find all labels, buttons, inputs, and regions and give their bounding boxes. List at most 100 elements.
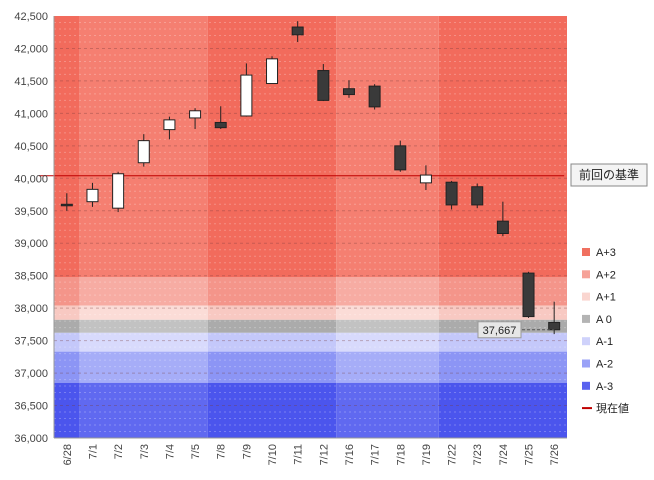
zone-band-Aminus1 (207, 332, 337, 352)
x-tick-label: 7/2 (113, 444, 125, 459)
zone-band-Aminus1 (438, 332, 567, 352)
legend-swatch (582, 292, 590, 301)
y-tick-label: 37,500 (14, 336, 48, 348)
x-tick-label: 7/25 (524, 444, 536, 465)
y-tick-label: 42,500 (14, 11, 48, 23)
y-tick-label: 38,000 (14, 303, 48, 315)
legend-label: A 0 (596, 314, 612, 326)
gridlines (54, 21, 567, 433)
zone-band-Aminus2 (54, 351, 80, 383)
candle-body (189, 110, 202, 119)
zone-band-Aplus2 (438, 276, 567, 306)
zone-band-Aplus2 (336, 276, 439, 306)
candle (445, 180, 458, 210)
zone-band-A0 (207, 319, 337, 333)
x-tick-label: 7/12 (318, 444, 330, 465)
x-tick-label: 7/10 (267, 444, 279, 465)
y-tick-label: 37,000 (14, 368, 48, 380)
legend-item: A 0 (582, 314, 612, 326)
candle-body (548, 321, 561, 331)
zone-band-Aminus3 (207, 382, 337, 438)
current-value-box (477, 321, 522, 339)
candle (471, 183, 484, 209)
zone-band-Aplus1 (79, 305, 208, 320)
x-tick-label: 7/11 (293, 444, 305, 465)
candle (317, 64, 330, 102)
legend-item: A-3 (582, 381, 613, 393)
x-tick-label: 7/23 (472, 444, 484, 465)
candle (240, 63, 253, 117)
y-tick-label: 36,000 (14, 433, 48, 445)
legend-item: 現在値 (582, 402, 629, 415)
candle (189, 108, 202, 129)
y-axis: 36,000 36,500 37,000 37,500 38,000 38,500 39,0… (14, 11, 55, 445)
zone-band-Aminus3 (54, 382, 80, 438)
y-tick-label: 38,500 (14, 271, 48, 283)
y-tick-label: 36,500 (14, 401, 48, 413)
candle-body (291, 26, 304, 36)
candle-body (163, 119, 176, 131)
candle (137, 134, 150, 167)
legend-label: A+3 (596, 247, 616, 259)
zone-band-A0 (336, 319, 439, 333)
candle-body (214, 121, 227, 129)
candle-body (471, 186, 484, 206)
x-tick-label: 7/26 (549, 444, 561, 465)
zone-band-Aplus1 (336, 305, 439, 320)
x-tick-label: 7/22 (447, 444, 459, 465)
x-tick-label: 7/17 (370, 444, 382, 465)
legend-swatch (582, 270, 590, 279)
x-tick-label: 7/8 (216, 444, 228, 459)
zone-band-Aplus1 (438, 305, 567, 320)
x-tick-label: 7/19 (421, 444, 433, 465)
x-tick-label: 7/4 (164, 444, 176, 459)
reference-label-box (570, 163, 648, 187)
legend-item: A+1 (582, 292, 616, 304)
y-tick-label: 42,000 (14, 43, 48, 55)
zone-band-A0 (79, 319, 208, 333)
candle (60, 193, 73, 211)
candles (60, 21, 561, 335)
legend-swatch (582, 248, 590, 256)
candle (342, 80, 355, 98)
legend-swatch (582, 337, 590, 346)
legend: A+3 A+2 A+1 A 0 A-1 A-2 A-3 現在値 (582, 247, 629, 415)
current-value-label: 37,667 (483, 325, 517, 337)
zone-band-Aplus3 (438, 16, 567, 277)
zone-band-Aminus3 (336, 382, 439, 438)
y-tick-label: 40,500 (14, 141, 48, 153)
zone-band-Aplus2 (207, 276, 337, 306)
candle (419, 165, 432, 190)
zone-band-Aminus2 (438, 351, 567, 383)
candle (368, 84, 381, 110)
candle-body (496, 220, 509, 234)
x-tick-label: 7/24 (498, 444, 510, 465)
zone-band-Aplus2 (79, 276, 208, 306)
y-tick-label: 40,000 (14, 173, 48, 185)
zone-bands (54, 16, 567, 438)
candle-body (86, 188, 99, 203)
legend-label: A-1 (596, 336, 613, 348)
zone-band-Aminus3 (79, 382, 208, 438)
legend-label: 現在値 (596, 402, 629, 415)
current-value-group: 37,667 (477, 321, 555, 339)
candle-body (394, 145, 407, 171)
zone-band-Aplus1 (207, 305, 337, 320)
candle (496, 201, 509, 237)
candle-body (419, 174, 432, 184)
candle-body (368, 85, 381, 108)
x-tick-label: 7/1 (87, 444, 99, 459)
zone-band-Aminus2 (79, 351, 208, 383)
zone-band-Aminus2 (207, 351, 337, 383)
candle-body (522, 272, 535, 318)
candle-body (317, 70, 330, 101)
zone-band-A0 (54, 319, 80, 333)
zone-band-Aplus3 (54, 16, 80, 277)
zone-band-Aminus1 (336, 332, 439, 352)
y-tick-label: 41,500 (14, 76, 48, 88)
x-tick-label: 7/16 (344, 444, 356, 465)
candle (86, 182, 99, 207)
y-tick-label: 39,500 (14, 206, 48, 218)
candle (163, 116, 176, 140)
zone-band-Aminus1 (79, 332, 208, 352)
